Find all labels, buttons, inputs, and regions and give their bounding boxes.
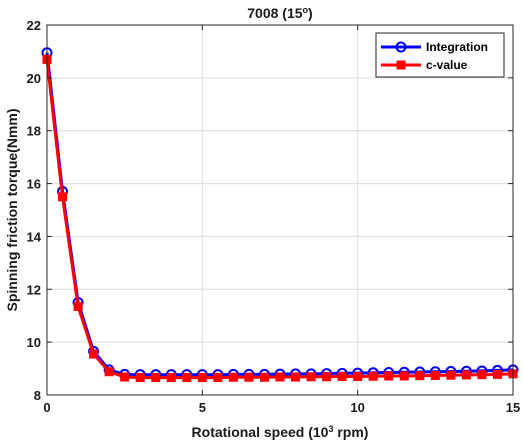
data-point-c-value [244,372,254,382]
y-tick-label: 14 [27,229,42,244]
y-tick-label: 10 [27,335,41,350]
legend-box [375,32,505,78]
x-axis-label: Rotational speed (103 rpm) [192,424,369,440]
chart-title: 7008 (15o) [247,5,312,21]
data-point-c-value [306,372,316,382]
series-group [41,47,519,383]
y-tick-label: 22 [27,18,41,33]
data-point-c-value [322,372,332,382]
data-point-c-value [337,372,347,381]
data-point-c-value [151,373,161,383]
data-point-c-value [104,367,114,377]
data-point-c-value [353,372,363,381]
ticks: 0 5 10 15 8 10 12 14 16 18 20 22 [27,18,521,415]
legend-marker-c-value [396,60,406,70]
data-point-c-value [368,371,378,381]
legend-label-c-value: c-value [426,58,468,72]
y-tick-label: 12 [27,282,41,297]
grid [47,25,513,395]
plot-area [47,25,513,395]
x-tick-label: 10 [350,400,364,415]
data-point-c-value [120,372,130,382]
x-tick-label: 15 [506,400,520,415]
data-point-c-value [73,301,83,311]
data-point-c-value [461,370,471,380]
y-tick-label: 20 [27,71,41,86]
legend: Integration c-value [375,32,505,78]
y-axis-label: Spinning friction torque(Nmm) [4,109,20,312]
data-point-c-value [89,349,99,359]
y-tick-label: 8 [34,388,41,403]
data-point-c-value [399,371,409,381]
x-tick-label: 0 [43,400,50,415]
legend-marker-integration [395,41,407,53]
data-point-c-value [228,372,238,382]
data-point-c-value [384,371,394,381]
data-point-c-value [477,370,487,380]
data-point-c-value [135,373,145,383]
data-point-c-value [446,370,456,380]
data-point-c-value [182,373,192,383]
y-tick-label: 16 [27,177,41,192]
axes-box [46,24,514,396]
data-point-c-value [291,372,301,382]
data-point-c-value [197,373,207,383]
data-point-c-value [492,369,502,379]
data-point-c-value [430,370,440,380]
data-point-c-value [58,192,68,202]
series-c-value [42,54,518,383]
y-tick-label: 18 [27,124,41,139]
data-point-c-value [275,372,285,382]
data-point-c-value [259,372,269,382]
x-tick-label: 5 [199,400,206,415]
data-point-c-value [213,373,223,383]
data-point-c-value [166,373,176,383]
data-point-c-value [415,371,425,381]
legend-label-integration: Integration [426,40,488,54]
